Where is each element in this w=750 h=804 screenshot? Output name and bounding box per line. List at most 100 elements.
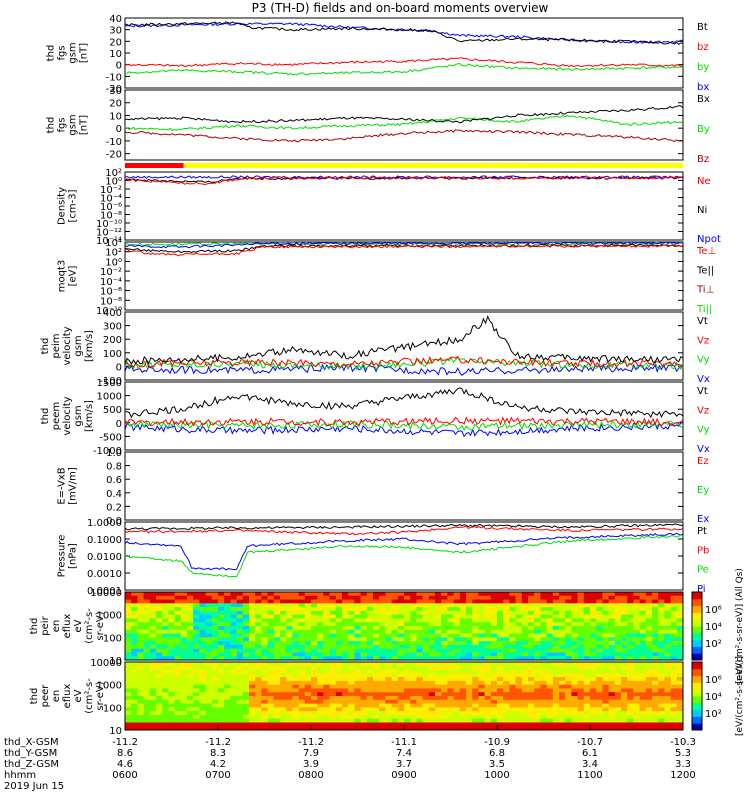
spectrogram-cell	[664, 699, 672, 705]
spectrogram-cell	[149, 622, 157, 627]
spectrogram-cell	[168, 707, 176, 712]
spectrogram-cell	[534, 592, 541, 597]
spectrogram-cell	[596, 707, 603, 712]
panel-frame	[124, 451, 684, 521]
spectrogram-cell	[199, 603, 207, 608]
spectrogram-cell	[329, 726, 337, 731]
spectrogram-cell	[187, 703, 194, 708]
spectrogram-cell	[658, 696, 665, 701]
spectrogram-cell	[447, 662, 455, 667]
spectrogram-cell	[131, 692, 138, 697]
spectrogram-cell	[174, 707, 182, 712]
spectrogram-cell	[590, 629, 597, 635]
spectrogram-cell	[546, 610, 554, 616]
spectrogram-cell	[373, 718, 380, 723]
spectrogram-cell	[490, 603, 498, 608]
spectrogram-cell	[373, 603, 380, 608]
spectrogram-cell	[125, 633, 132, 638]
spectrogram-cell	[658, 648, 665, 653]
spectrogram-cell	[311, 629, 318, 635]
spectrogram-cell	[348, 603, 355, 608]
y-axis-label: fgs	[57, 117, 68, 132]
spectrogram-cell	[676, 688, 684, 693]
spectrogram-cell	[410, 688, 417, 693]
y-tick-label: 10⁻¹⁰	[96, 306, 122, 317]
spectrogram-cell	[180, 595, 188, 601]
spectrogram-cell	[373, 629, 380, 635]
spectrogram-cell	[131, 696, 138, 701]
spectrogram-cell	[292, 633, 300, 638]
spectrogram-cell	[342, 665, 349, 671]
spectrogram-cell	[528, 696, 535, 701]
spectrogram-cell	[540, 711, 548, 716]
spectrogram-cell	[670, 637, 678, 642]
spectrogram-cell	[311, 637, 318, 642]
spectrogram-cell	[354, 656, 362, 661]
spectrogram-cell	[559, 599, 566, 604]
spectrogram-cell	[335, 641, 343, 646]
spectrogram-cell	[348, 633, 355, 638]
spectrogram-cell	[354, 673, 362, 678]
spectrogram-cell	[583, 618, 591, 623]
spectrogram-cell	[490, 714, 498, 720]
spectrogram-cell	[366, 669, 374, 674]
spectrogram-cell	[273, 696, 281, 701]
spectrogram-cell	[565, 662, 572, 667]
spectrogram-cell	[323, 599, 331, 604]
colorbar-segment	[692, 723, 702, 731]
spectrogram-cell	[521, 637, 529, 642]
spectrogram-cell	[484, 626, 492, 631]
spectrogram-cell	[534, 669, 541, 674]
spectrogram-cell	[410, 607, 417, 612]
spectrogram-cell	[304, 607, 312, 612]
spectrogram-cell	[497, 633, 504, 638]
spectrogram-cell	[125, 644, 132, 650]
spectrogram-cell	[428, 707, 436, 712]
spectrogram-cell	[447, 595, 455, 601]
spectrogram-cell	[211, 684, 219, 689]
spectrogram-cell	[466, 607, 473, 612]
spectrogram-cell	[249, 599, 256, 604]
spectrogram-cell	[187, 641, 194, 646]
spectrogram-cell	[236, 665, 244, 671]
spectrogram-cell	[459, 696, 467, 701]
spectrogram-cell	[131, 648, 138, 653]
spectrogram-cell	[317, 637, 324, 642]
spectrogram-cell	[546, 696, 554, 701]
spectrogram-cell	[466, 644, 473, 650]
spectrogram-cell	[441, 707, 448, 712]
spectrogram-cell	[602, 688, 610, 693]
spectrogram-cell	[441, 673, 448, 678]
spectrogram-cell	[335, 592, 343, 597]
spectrogram-cell	[534, 665, 541, 671]
spectrogram-cell	[676, 684, 684, 689]
spectrogram-cell	[416, 707, 424, 712]
spectrogram-cell	[528, 648, 535, 653]
spectrogram-cell	[311, 718, 318, 723]
spectrogram-cell	[404, 641, 411, 646]
spectrogram-cell	[131, 718, 138, 723]
spectrogram-cell	[515, 633, 523, 638]
spectrogram-cell	[280, 633, 287, 638]
spectrogram-cell	[534, 603, 541, 608]
spectrogram-cell	[224, 629, 231, 635]
spectrogram-cell	[187, 637, 194, 642]
spectrogram-cell	[621, 610, 628, 616]
spectrogram-cell	[125, 629, 132, 635]
spectrogram-cell	[168, 622, 176, 627]
spectrogram-cell	[168, 711, 176, 716]
spectrogram-cell	[441, 599, 448, 604]
spectrogram-cell	[366, 707, 374, 712]
spectrogram-cell	[156, 595, 163, 601]
spectrogram-cell	[521, 599, 529, 604]
spectrogram-cell	[255, 622, 262, 627]
ephemeris-row-label: 2019 Jun 15	[4, 781, 64, 792]
spectrogram-cell	[652, 673, 659, 678]
spectrogram-cell	[472, 662, 479, 667]
spectrogram-cell	[596, 696, 603, 701]
ephemeris-value: 8.6	[117, 748, 133, 759]
spectrogram-cell	[131, 656, 138, 661]
spectrogram-cell	[490, 726, 498, 731]
spectrogram-cell	[577, 622, 585, 627]
spectrogram-cell	[621, 722, 628, 727]
